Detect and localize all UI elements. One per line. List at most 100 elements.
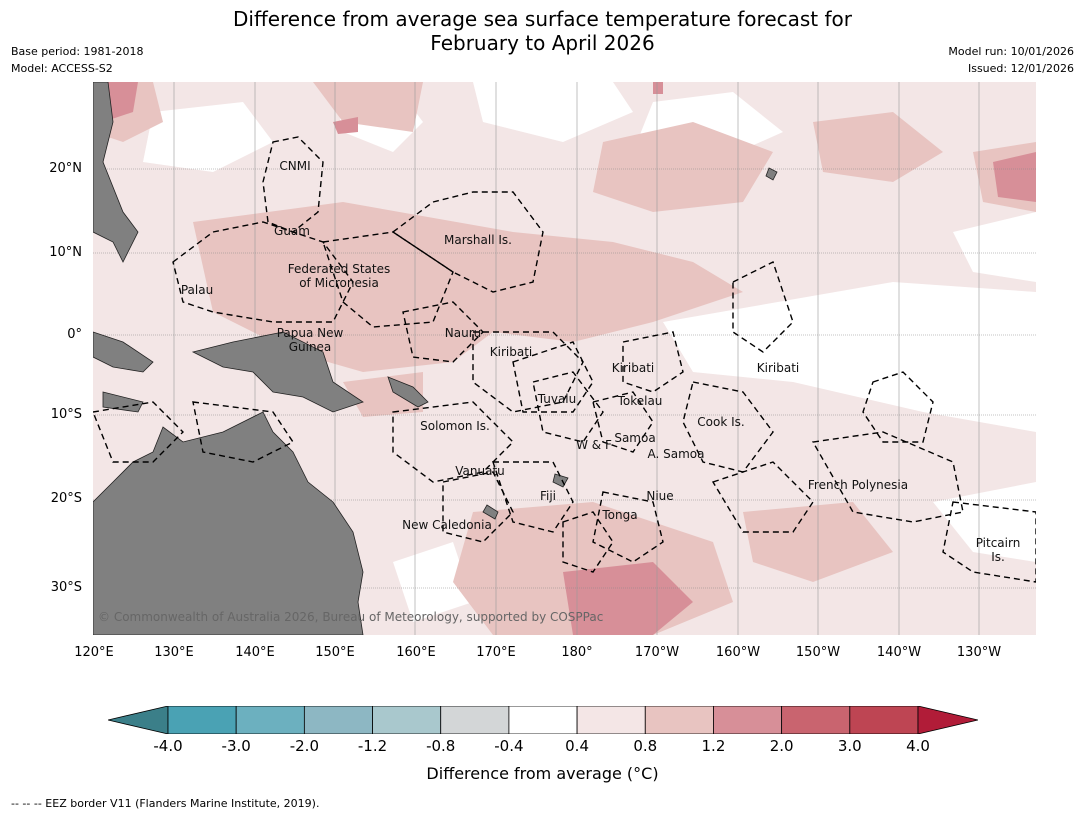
region-label-samoa: Samoa [614, 431, 656, 445]
anomaly-patch-mid [593, 122, 773, 212]
region-label-fsm-1: Federated States [287, 262, 391, 276]
lat-label: 0° [67, 327, 82, 342]
region-label-cnmi: CNMI [279, 159, 311, 173]
lat-label: 10°S [50, 407, 82, 422]
colorbar-tick-label: 0.8 [633, 737, 658, 755]
lat-label: 20°S [50, 491, 82, 506]
copyright-notice: © Commonwealth of Australia 2026, Bureau… [98, 610, 604, 624]
region-label-kiribati-west: Kiribati [489, 345, 533, 359]
title-line-2: February to April 2026 [430, 31, 655, 55]
colorbar-tick-label: 4.0 [906, 737, 930, 755]
colorbar-tick-label: -4.0 [153, 737, 183, 755]
solomon-islands [387, 376, 429, 408]
map-canvas [93, 82, 1036, 635]
anomaly-patch-mid [193, 202, 743, 372]
lon-label: 130°W [956, 645, 1002, 660]
model-text: Model: ACCESS-S2 [11, 62, 113, 75]
title-line-1: Difference from average sea surface temp… [232, 7, 852, 31]
anomaly-patch-white [143, 102, 273, 172]
anomaly-patch-warm [653, 82, 663, 94]
colorbar-tick-label: 3.0 [837, 737, 862, 755]
colorbar-segment [644, 706, 714, 734]
region-label-fiji: Fiji [539, 489, 557, 503]
colorbar-extend-high [917, 706, 978, 734]
base-model-info: Base period: 1981-2018 Model: ACCESS-S2 [11, 43, 143, 77]
lon-label: 140°E [235, 645, 275, 660]
colorbar-tick-label: 2.0 [769, 737, 794, 755]
new-guinea-landmass [191, 331, 364, 413]
lon-label: 160°E [396, 645, 436, 660]
region-label-kiribati-central: Kiribati [611, 361, 655, 375]
lat-label: 10°N [49, 245, 82, 260]
lon-label: 160°W [715, 645, 761, 660]
indonesia-islands [102, 391, 144, 413]
lon-label: 150°W [795, 645, 841, 660]
colorbar-tick-label: 0.4 [565, 737, 589, 755]
colorbar-extend-low [108, 706, 169, 734]
region-label-vanuatu: Vanuatu [455, 464, 505, 478]
anomaly-patch-white [473, 82, 633, 142]
anomaly-patch-white [393, 542, 473, 622]
eez-footnote: -- -- -- EEZ border V11 (Flanders Marine… [11, 797, 320, 810]
anomaly-patch-mid [813, 112, 943, 182]
region-label-tuvalu: Tuvalu [537, 392, 577, 406]
colorbar-tick-label: -1.2 [357, 737, 388, 755]
region-label-american-samoa: A. Samoa [647, 447, 705, 461]
region-label-french-polynesia: French Polynesia [807, 478, 909, 492]
anomaly-patch-warm [333, 117, 358, 134]
anomaly-patch-warm [993, 152, 1036, 202]
run-issue-info: Model run: 10/01/2026 Issued: 12/01/2026 [948, 43, 1074, 77]
region-label-solomon: Solomon Is. [420, 419, 490, 433]
colorbar-tick-label: -2.0 [289, 737, 319, 755]
lon-label: 170°E [476, 645, 516, 660]
anomaly-patch-warm [563, 562, 693, 635]
anomaly-patch-white [953, 212, 1036, 282]
anomaly-patch-mid [313, 82, 423, 132]
land [93, 82, 778, 635]
indonesia-islands [93, 331, 154, 373]
colorbar-label: Difference from average (°C) [426, 764, 659, 783]
region-label-wallis-futuna: W & F [576, 438, 612, 452]
colorbar-segment [372, 706, 442, 734]
colorbar-tick-label: -3.0 [221, 737, 251, 755]
lon-label: 140°W [876, 645, 922, 660]
colorbar-segment [440, 706, 510, 734]
region-label-kiribati-east: Kiribati [756, 361, 800, 375]
colorbar-segment [303, 706, 373, 734]
lat-label: 20°N [49, 161, 82, 176]
region-label-fsm-2: of Micronesia [299, 276, 379, 290]
colorbar [108, 706, 978, 734]
colorbar-segment [167, 706, 237, 734]
region-label-new-caledonia: New Caledonia [402, 518, 492, 532]
lon-label: 130°E [154, 645, 194, 660]
hawaii-islands [765, 167, 778, 181]
colorbar-tick-label: -0.8 [426, 737, 456, 755]
colorbar-segment [713, 706, 783, 734]
anomaly-patch-white [663, 282, 1036, 432]
region-label-pitcairn-1: Pitcairn [975, 536, 1021, 550]
philippines-landmass [93, 82, 139, 263]
region-label-niue: Niue [646, 489, 674, 503]
lon-label: 170°W [634, 645, 680, 660]
colorbar-segment [576, 706, 646, 734]
colorbar-segment [235, 706, 305, 734]
region-label-nauru: Nauru [444, 326, 482, 340]
australia-landmass [93, 411, 364, 635]
lon-label: 150°E [315, 645, 355, 660]
colorbar-segment [508, 706, 578, 734]
eez-borders [93, 136, 1036, 583]
sst-anomaly-map [93, 82, 1036, 635]
colorbar-segment [849, 706, 919, 734]
region-label-palau: Palau [180, 283, 214, 297]
region-label-tokelau: Tokelau [617, 394, 663, 408]
new-caledonia-island [482, 504, 499, 520]
region-label-cook: Cook Is. [697, 415, 745, 429]
region-label-marshall: Marshall Is. [444, 233, 512, 247]
base-period-text: Base period: 1981-2018 [11, 45, 144, 58]
region-label-guam: Guam [274, 224, 310, 238]
lon-label: 120°E [74, 645, 114, 660]
model-run-text: Model run: 10/01/2026 [948, 45, 1074, 58]
colorbar-tick-label: 1.2 [701, 737, 726, 755]
lat-label: 30°S [50, 580, 82, 595]
region-label-png-2: Guinea [288, 340, 332, 354]
